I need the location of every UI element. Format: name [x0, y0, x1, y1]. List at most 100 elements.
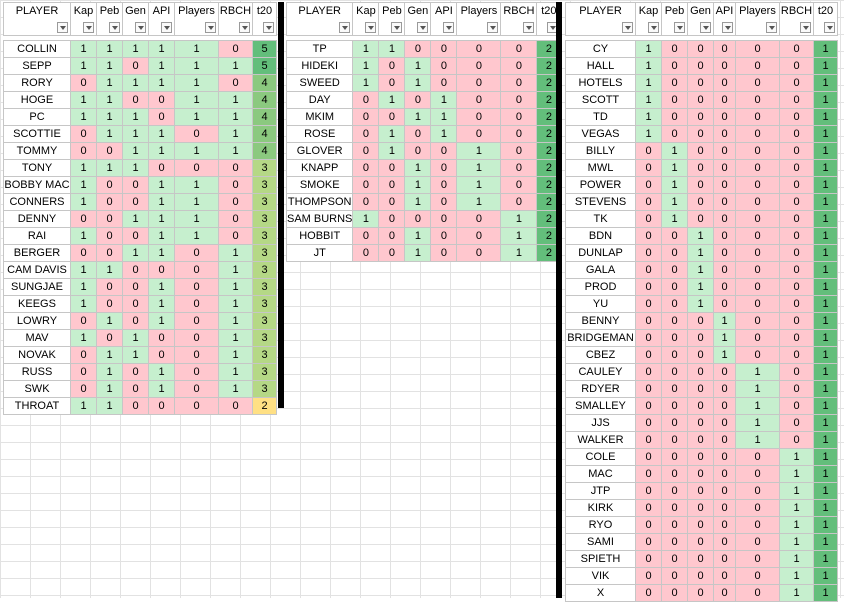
peb-cell[interactable]: 0	[661, 312, 688, 330]
kap-cell[interactable]: 1	[70, 40, 97, 58]
api-cell[interactable]: 1	[148, 142, 175, 160]
api-cell[interactable]: 0	[430, 142, 458, 160]
peb-cell[interactable]: 1	[661, 159, 688, 177]
peb-cell[interactable]: 1	[378, 91, 406, 109]
rbch-cell[interactable]: 1	[218, 125, 253, 143]
rbch-cell[interactable]: 1	[218, 295, 253, 313]
kap-cell[interactable]: 0	[635, 414, 662, 432]
player-name-cell[interactable]: BOBBY MAC	[3, 176, 71, 194]
players-cell[interactable]: 1	[174, 142, 219, 160]
players-cell[interactable]: 0	[174, 312, 219, 330]
players-cell[interactable]: 0	[735, 244, 780, 262]
kap-cell[interactable]: 0	[70, 363, 97, 381]
api-cell[interactable]: 0	[713, 40, 736, 58]
players-cell[interactable]: 0	[735, 448, 780, 466]
player-name-cell[interactable]: VEGAS	[565, 125, 636, 143]
kap-cell[interactable]: 0	[352, 176, 380, 194]
gen-cell[interactable]: 0	[122, 91, 149, 109]
api-cell[interactable]: 0	[713, 108, 736, 126]
player-name-cell[interactable]: DENNY	[3, 210, 71, 228]
filter-dropdown-icon[interactable]	[648, 22, 659, 33]
players-cell[interactable]: 0	[735, 278, 780, 296]
gen-cell[interactable]: 1	[404, 244, 432, 262]
t20-total-cell[interactable]: 2	[536, 142, 562, 160]
players-cell[interactable]: 1	[174, 91, 219, 109]
api-cell[interactable]: 0	[713, 584, 736, 602]
rbch-cell[interactable]: 0	[500, 159, 538, 177]
gen-cell[interactable]: 1	[687, 278, 714, 296]
api-cell[interactable]: 1	[713, 329, 736, 347]
gen-cell[interactable]: 1	[687, 227, 714, 245]
gen-cell[interactable]: 0	[687, 142, 714, 160]
rbch-cell[interactable]: 1	[779, 584, 814, 602]
rbch-cell[interactable]: 1	[218, 261, 253, 279]
peb-cell[interactable]: 1	[661, 176, 688, 194]
filter-dropdown-icon[interactable]	[674, 22, 685, 33]
players-cell[interactable]: 0	[735, 329, 780, 347]
t20-total-cell[interactable]: 3	[252, 159, 277, 177]
kap-cell[interactable]: 0	[70, 380, 97, 398]
peb-cell[interactable]: 0	[661, 499, 688, 517]
api-cell[interactable]: 1	[148, 74, 175, 92]
gen-cell[interactable]: 1	[122, 125, 149, 143]
api-cell[interactable]: 1	[148, 193, 175, 211]
api-cell[interactable]: 0	[713, 448, 736, 466]
t20-total-cell[interactable]: 1	[813, 40, 838, 58]
rbch-cell[interactable]: 0	[779, 261, 814, 279]
filter-dropdown-icon[interactable]	[417, 22, 429, 33]
t20-total-cell[interactable]: 4	[252, 74, 277, 92]
t20-total-cell[interactable]: 2	[536, 125, 562, 143]
kap-cell[interactable]: 1	[635, 57, 662, 75]
gen-cell[interactable]: 0	[687, 550, 714, 568]
kap-cell[interactable]: 0	[635, 176, 662, 194]
kap-cell[interactable]: 0	[635, 312, 662, 330]
gen-cell[interactable]: 0	[687, 431, 714, 449]
player-name-cell[interactable]: PROD	[565, 278, 636, 296]
gen-cell[interactable]: 1	[404, 193, 432, 211]
api-cell[interactable]: 1	[148, 244, 175, 262]
t20-total-cell[interactable]: 1	[813, 448, 838, 466]
players-cell[interactable]: 0	[735, 550, 780, 568]
rbch-cell[interactable]: 1	[779, 499, 814, 517]
rbch-cell[interactable]: 0	[779, 125, 814, 143]
peb-cell[interactable]: 0	[96, 278, 123, 296]
rbch-cell[interactable]: 0	[500, 74, 538, 92]
t20-total-cell[interactable]: 1	[813, 227, 838, 245]
player-name-cell[interactable]: COLE	[565, 448, 636, 466]
api-cell[interactable]: 0	[148, 329, 175, 347]
api-cell[interactable]: 0	[713, 550, 736, 568]
kap-cell[interactable]: 0	[352, 91, 380, 109]
players-cell[interactable]: 1	[174, 108, 219, 126]
peb-cell[interactable]: 0	[661, 567, 688, 585]
player-name-cell[interactable]: CONNERS	[3, 193, 71, 211]
kap-cell[interactable]: 0	[635, 295, 662, 313]
kap-cell[interactable]: 1	[70, 261, 97, 279]
api-cell[interactable]: 0	[148, 91, 175, 109]
api-cell[interactable]: 0	[713, 380, 736, 398]
player-name-cell[interactable]: CY	[565, 40, 636, 58]
player-name-cell[interactable]: LOWRY	[3, 312, 71, 330]
api-cell[interactable]: 0	[148, 346, 175, 364]
rbch-cell[interactable]: 1	[218, 57, 253, 75]
player-name-cell[interactable]: BENNY	[565, 312, 636, 330]
kap-cell[interactable]: 0	[70, 346, 97, 364]
gen-cell[interactable]: 1	[122, 108, 149, 126]
api-cell[interactable]: 1	[148, 295, 175, 313]
rbch-cell[interactable]: 0	[779, 74, 814, 92]
peb-cell[interactable]: 0	[96, 193, 123, 211]
players-cell[interactable]: 0	[735, 295, 780, 313]
peb-cell[interactable]: 1	[378, 125, 406, 143]
peb-cell[interactable]: 1	[378, 142, 406, 160]
peb-cell[interactable]: 0	[661, 448, 688, 466]
api-cell[interactable]: 0	[148, 397, 175, 415]
filter-dropdown-icon[interactable]	[443, 22, 455, 33]
player-name-cell[interactable]: RYO	[565, 516, 636, 534]
kap-cell[interactable]: 0	[70, 125, 97, 143]
player-name-cell[interactable]: WALKER	[565, 431, 636, 449]
t20-total-cell[interactable]: 1	[813, 91, 838, 109]
t20-total-cell[interactable]: 1	[813, 465, 838, 483]
api-cell[interactable]: 0	[430, 159, 458, 177]
t20-total-cell[interactable]: 2	[536, 227, 562, 245]
peb-cell[interactable]: 0	[661, 414, 688, 432]
kap-cell[interactable]: 0	[635, 244, 662, 262]
